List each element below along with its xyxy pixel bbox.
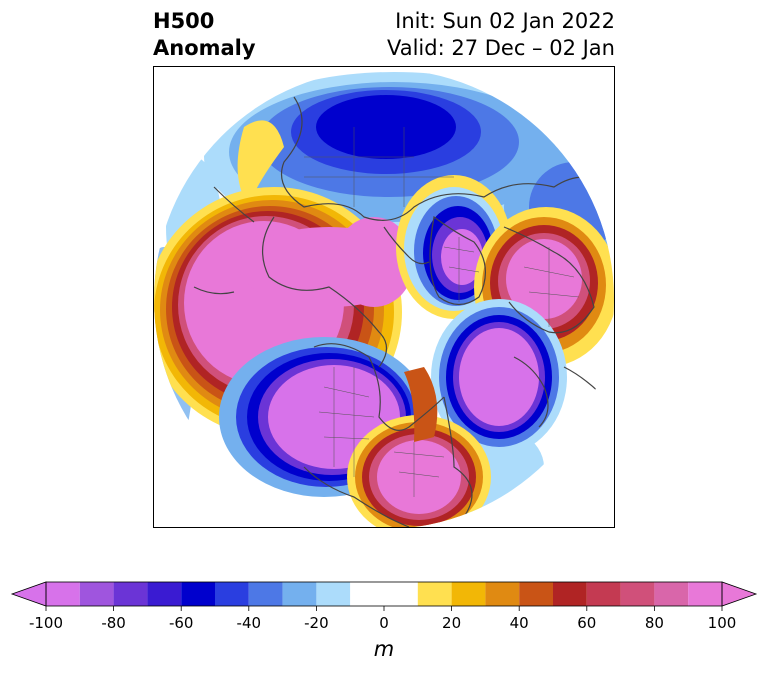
map-frame [153,66,615,528]
coastlines [193,96,614,527]
colorbar-tick-label: 80 [645,614,664,632]
valid-period: Valid: 27 Dec – 02 Jan [386,36,615,60]
colorbar-tick-label: -20 [304,614,329,632]
colorbar: -100 -80 -60 -40 -20 0 20 40 60 80 100 m [10,581,758,660]
colorbar-box [79,582,114,606]
title-h500: H500 [153,9,215,33]
colorbar-tick-label: -60 [169,614,194,632]
title-right: Init: Sun 02 Jan 2022 Valid: 27 Dec – 02… [387,8,615,62]
anomaly-map [154,72,614,527]
anomaly-north-atlantic-negative [431,299,567,455]
colorbar-box [586,582,621,606]
colorbar-box [147,582,182,606]
colorbar-ticks: -100 -80 -60 -40 -20 0 20 40 60 80 100 [29,606,736,632]
colorbar-units: m [374,637,394,660]
colorbar-box [215,582,249,606]
colorbar-boxes [10,581,758,607]
anomaly-yellow-crescent [237,120,284,207]
colorbar-box [113,582,148,606]
colorbar-tick-label: 100 [708,614,737,632]
colorbar-box [417,582,452,606]
colorbar-box [553,582,587,606]
init-time: Init: Sun 02 Jan 2022 [395,9,615,33]
colorbar-tick-label: 20 [442,614,461,632]
colorbar-box [620,582,655,606]
anomaly-field [154,72,614,527]
colorbar-tick-label: -80 [101,614,126,632]
colorbar-tick-label: 0 [379,614,389,632]
colorbar-tick-label: 60 [577,614,596,632]
anomaly-southeast-us-positive [347,367,491,527]
colorbar-box [485,582,520,606]
colorbar-tick-label: 40 [510,614,529,632]
colorbar-box [451,582,486,606]
colorbar-box [654,582,689,606]
colorbar-box [181,582,215,606]
colorbar-box [248,582,283,606]
colorbar-extend-low [10,581,47,607]
colorbar-tick-label: -100 [29,614,63,632]
colorbar-box [46,582,80,606]
title-left: H500 Anomaly [153,8,256,62]
colorbar-box [316,582,351,606]
political-borders [304,127,580,497]
colorbar-tick-label: -40 [237,614,262,632]
colorbar-box [350,582,418,606]
colorbar-extend-high [721,581,758,607]
colorbar-box [519,582,553,606]
colorbar-box [282,582,317,606]
title-anomaly: Anomaly [153,36,256,60]
colorbar-box [688,582,722,606]
